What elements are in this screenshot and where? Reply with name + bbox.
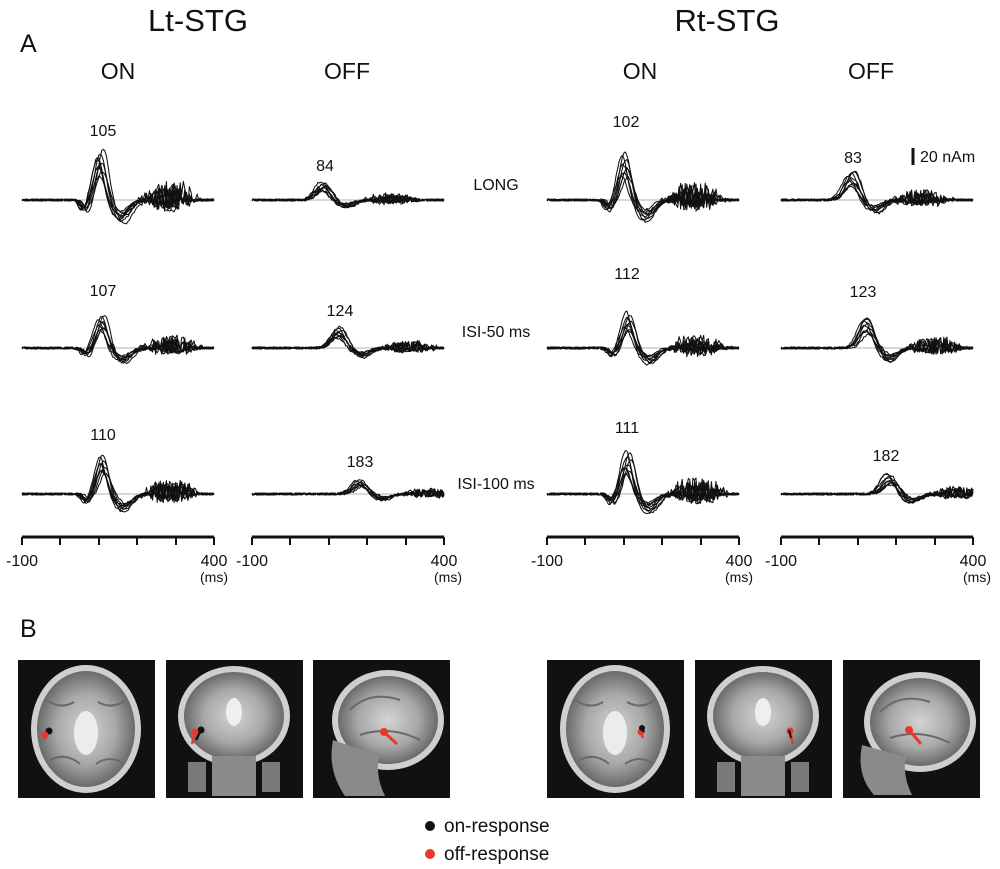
waveform-trace bbox=[251, 485, 445, 499]
column-header-lt-on: ON bbox=[101, 58, 136, 84]
axis-unit-rt-on: (ms) bbox=[725, 569, 753, 585]
mri-coronal-left bbox=[166, 660, 303, 798]
peak-label-rt-off-long: 83 bbox=[844, 150, 862, 167]
peak-label-rt-on-isi50: 112 bbox=[614, 266, 640, 283]
waveform-trace bbox=[251, 483, 445, 501]
mri-coronal-right bbox=[695, 660, 832, 798]
waveform-trace bbox=[546, 324, 740, 359]
column-header-rt-off: OFF bbox=[848, 58, 894, 84]
waveform-trace bbox=[780, 182, 974, 209]
legend: on-response off-response bbox=[425, 816, 550, 865]
waveform-trace bbox=[251, 185, 445, 208]
axis-label-start-rt-on: -100 bbox=[531, 553, 563, 570]
peak-label-rt-off-isi100: 182 bbox=[873, 448, 900, 465]
peak-label-lt-off-long: 84 bbox=[316, 158, 334, 175]
mri-sagittal-left bbox=[313, 660, 450, 798]
axis-label-end-lt-off: 400 bbox=[431, 553, 458, 570]
legend-dot-on bbox=[425, 821, 435, 831]
mri-sagittal-right bbox=[843, 660, 980, 798]
panel-a-label: A bbox=[20, 30, 37, 58]
region-title-left: Lt-STG bbox=[148, 3, 248, 38]
waveform-trace bbox=[21, 463, 215, 508]
peak-label-rt-off-isi50: 123 bbox=[850, 284, 877, 301]
waveform-trace bbox=[21, 158, 215, 221]
axis-label-end-rt-off: 400 bbox=[960, 553, 987, 570]
waveform-trace bbox=[780, 475, 974, 504]
column-header-rt-on: ON bbox=[623, 58, 658, 84]
waveform-trace bbox=[546, 167, 740, 216]
waveform-traces bbox=[21, 148, 974, 515]
peak-label-lt-on-long: 105 bbox=[90, 123, 117, 140]
waveform-trace bbox=[780, 182, 974, 208]
axis-label-end-rt-on: 400 bbox=[726, 553, 753, 570]
waveform-trace bbox=[251, 331, 445, 357]
peak-label-rt-on-long: 102 bbox=[613, 114, 640, 131]
axis-label-start-lt-off: -100 bbox=[236, 553, 268, 570]
waveform-trace bbox=[780, 318, 974, 363]
mri-axial-right bbox=[547, 660, 684, 798]
time-axis-rt-off bbox=[780, 535, 974, 545]
peak-label-lt-on-isi50: 107 bbox=[90, 283, 117, 300]
waveform-trace bbox=[21, 321, 215, 360]
waveform-trace bbox=[21, 153, 215, 223]
peak-label-lt-off-isi50: 124 bbox=[327, 303, 354, 320]
time-axis-lt-on bbox=[21, 535, 215, 545]
axis-unit-rt-off: (ms) bbox=[963, 569, 991, 585]
peak-label-rt-on-isi100: 111 bbox=[615, 420, 639, 437]
condition-label-isi50: ISI-50 ms bbox=[462, 324, 530, 341]
mri-axial-left bbox=[18, 660, 155, 798]
waveform-trace bbox=[546, 330, 740, 357]
condition-label-long: LONG bbox=[473, 177, 518, 194]
peak-label-lt-on-isi100: 110 bbox=[90, 427, 116, 444]
waveform-trace bbox=[546, 450, 740, 515]
waveform-trace bbox=[547, 467, 740, 507]
waveform-trace bbox=[780, 482, 974, 500]
waveform-trace bbox=[780, 330, 974, 357]
waveform-trace bbox=[251, 189, 445, 206]
time-axis-rt-on bbox=[546, 535, 740, 545]
legend-label-on: on-response bbox=[444, 816, 550, 837]
time-axis-lt-off bbox=[251, 535, 445, 545]
scale-bar-label: 20 nAm bbox=[920, 149, 975, 166]
axis-label-end-lt-on: 400 bbox=[201, 553, 228, 570]
peak-label-lt-off-isi100: 183 bbox=[347, 454, 374, 471]
legend-dot-off bbox=[425, 849, 435, 859]
axis-label-start-rt-off: -100 bbox=[765, 553, 797, 570]
legend-label-off: off-response bbox=[444, 844, 549, 865]
region-title-right: Rt-STG bbox=[674, 3, 779, 38]
axis-label-start-lt-on: -100 bbox=[6, 553, 38, 570]
condition-label-isi100: ISI-100 ms bbox=[457, 476, 534, 493]
column-header-lt-off: OFF bbox=[324, 58, 370, 84]
axis-unit-lt-off: (ms) bbox=[434, 569, 462, 585]
panel-b-label: B bbox=[20, 615, 37, 643]
axis-unit-lt-on: (ms) bbox=[200, 569, 228, 585]
